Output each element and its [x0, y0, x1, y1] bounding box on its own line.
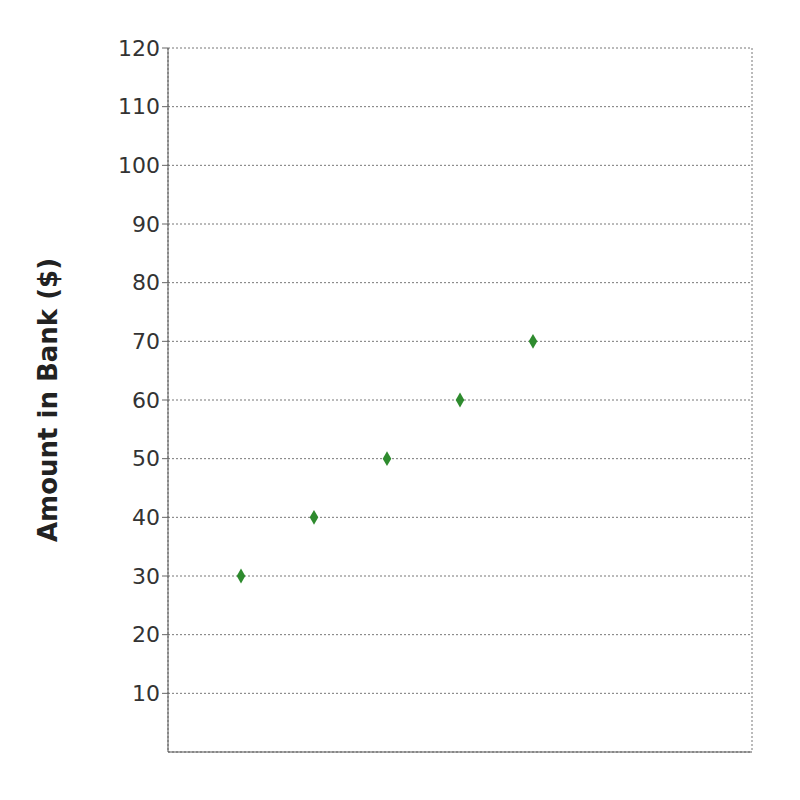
svg-text:120: 120: [118, 36, 160, 61]
svg-text:50: 50: [132, 446, 160, 471]
svg-text:20: 20: [132, 622, 160, 647]
svg-text:10: 10: [132, 681, 160, 706]
svg-text:60: 60: [132, 388, 160, 413]
svg-text:30: 30: [132, 564, 160, 589]
svg-text:Amount in Bank ($): Amount in Bank ($): [33, 258, 63, 542]
svg-text:110: 110: [118, 94, 160, 119]
svg-text:40: 40: [132, 505, 160, 530]
svg-text:70: 70: [132, 329, 160, 354]
svg-text:80: 80: [132, 270, 160, 295]
svg-text:90: 90: [132, 212, 160, 237]
svg-text:100: 100: [118, 153, 160, 178]
